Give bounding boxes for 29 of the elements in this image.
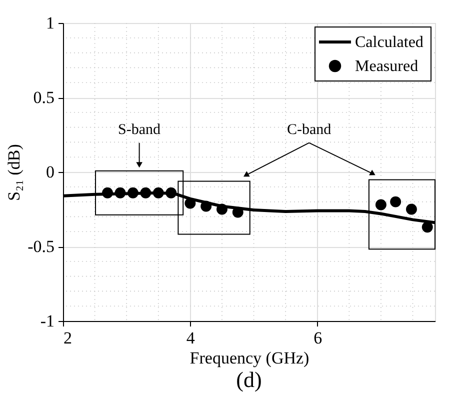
x-tick-label: 6 [314,328,322,348]
point [102,187,113,198]
y-axis-title: S₂₁ (dB) [4,144,24,201]
point [152,187,164,198]
y-tick-label: 0.5 [33,88,54,107]
point [114,187,126,198]
y-tick-label: 1 [46,14,54,32]
point [184,198,196,209]
legend-label: Calculated [355,34,424,51]
y-tick-label: 0 [46,162,54,182]
annotation: C-band [287,122,332,138]
point [216,204,228,215]
x-tick-label: 2 [64,328,72,348]
text: (d) [236,367,262,392]
point [406,204,417,215]
point [140,187,152,198]
point [390,196,402,208]
legend-label: Measured [355,58,418,75]
point [375,199,386,210]
point [127,187,138,198]
y-tick-label: -0.5 [28,237,54,256]
point [232,206,244,218]
point [200,200,212,212]
y-tick-label: -1 [40,312,54,330]
x-axis-title: Frequency (GHz) [190,348,310,368]
point [166,187,177,198]
annotation: S-band [118,122,162,138]
x-tick-label: 4 [186,328,196,348]
point [422,222,433,233]
